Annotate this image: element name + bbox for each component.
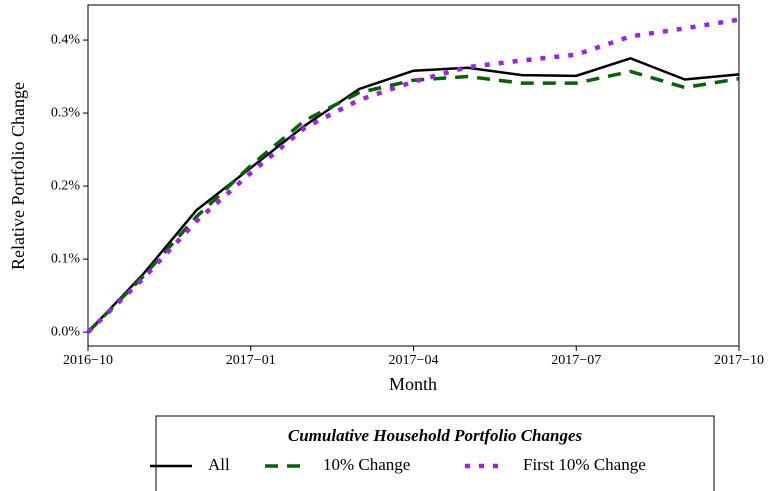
x-tick-label: 2017−04 [389,353,439,368]
legend-title: Cumulative Household Portfolio Changes [288,426,583,445]
legend-box [155,415,715,491]
series-line [86,69,740,334]
y-axis-label: Relative Portfolio Change [8,82,28,270]
x-tick-label: 2016−10 [63,353,113,368]
legend-label: First 10% Change [523,455,646,474]
y-tick-label: 0.3% [51,105,81,120]
y-tick-label: 0.4% [51,32,81,47]
legend-label: All [208,455,230,474]
x-axis-label: Month [389,374,437,394]
x-tick-label: 2017−10 [714,353,764,368]
plot-frame [87,4,740,347]
legend-label: 10% Change [323,455,410,474]
y-tick-label: 0.1% [51,251,81,266]
x-tick-label: 2017−01 [226,353,276,368]
y-tick-label: 0.0% [51,324,81,339]
y-tick-label: 0.2% [51,178,81,193]
x-tick-label: 2017−07 [551,353,601,368]
series-line [86,17,740,334]
series-line [87,56,740,333]
